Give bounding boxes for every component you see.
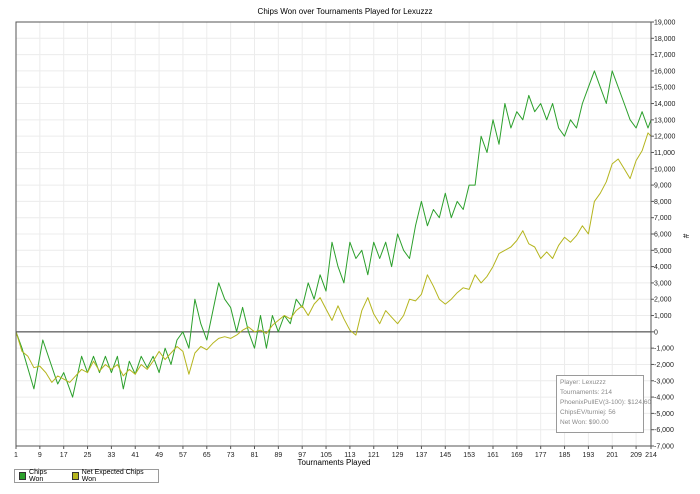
x-axis-ticks: 1 9 17 25 33 41 49 57 65 73 81 89 97 105 113 121 129 137 1… [14, 446, 657, 459]
info-net-won: Net Won: $90.00 [560, 419, 609, 426]
y-tick-label: 4,000 [654, 264, 672, 271]
y-tick-label: 16,000 [654, 68, 676, 75]
legend-label-net-expected: Net Expected Chips Won [81, 469, 144, 483]
x-tick-label: 214 [645, 452, 657, 459]
x-tick-label: 169 [511, 452, 523, 459]
x-tick-label: 177 [535, 452, 547, 459]
y-tick-label: -2,000 [654, 362, 674, 369]
y-tick-label: 17,000 [654, 52, 676, 59]
info-chips-ev: ChipsEV/turniej: 56 [560, 409, 616, 416]
legend-item-net-expected: Net Expected Chips Won [71, 469, 148, 483]
y-tick-label: 3,000 [654, 280, 672, 287]
info-phoenix-pull-ev: PhoenixPullEV(3-100): $124.60 [560, 399, 652, 406]
legend-swatch-chips-won [19, 472, 27, 480]
y-tick-label: 12,000 [654, 134, 676, 141]
x-tick-label: 121 [368, 452, 380, 459]
y-tick-label: 1,000 [654, 313, 672, 320]
x-tick-label: 129 [392, 452, 404, 459]
legend-swatch-net-expected [71, 472, 79, 480]
y-tick-label: -3,000 [654, 378, 674, 385]
info-tournaments: Tournaments: 214 [560, 389, 613, 396]
x-tick-label: 57 [179, 452, 187, 459]
series-line-net-expected-chips-won [15, 132, 652, 383]
y-tick-label: 19,000 [654, 20, 676, 27]
y-tick-label: 5,000 [654, 248, 672, 255]
chart-legend: Chips Won Net Expected Chips Won [14, 469, 159, 483]
y-tick-label: -7,000 [654, 444, 674, 451]
x-tick-label: 185 [559, 452, 571, 459]
x-tick-label: 137 [416, 452, 428, 459]
x-tick-label: 145 [439, 452, 451, 459]
y-tick-label: -1,000 [654, 346, 674, 353]
x-tick-label: 1 [14, 452, 18, 459]
x-axis-title: Tournaments Played [298, 458, 371, 467]
grid [15, 21, 652, 447]
x-tick-label: 49 [155, 452, 163, 459]
chart-title: Chips Won over Tournaments Played for Le… [258, 7, 433, 16]
x-tick-label: 65 [203, 452, 211, 459]
y-axis-ticks: -7,000 -6,000 -5,000 -4,000 -3,000 -2,000 -1,0… [651, 20, 676, 451]
y-axis-title: # [681, 234, 690, 239]
y-tick-label: 18,000 [654, 36, 676, 43]
y-tick-label: -5,000 [654, 411, 674, 418]
y-tick-label: 6,000 [654, 232, 672, 239]
x-tick-label: 17 [60, 452, 68, 459]
y-tick-label: 10,000 [654, 166, 676, 173]
x-tick-label: 161 [487, 452, 499, 459]
y-tick-label: 14,000 [654, 101, 676, 108]
legend-label-chips-won: Chips Won [29, 469, 47, 483]
series-line-chips-won [15, 70, 652, 398]
y-tick-label: 2,000 [654, 297, 672, 304]
y-tick-label: -4,000 [654, 395, 674, 402]
x-tick-label: 25 [84, 452, 92, 459]
x-tick-label: 97 [298, 452, 306, 459]
series-group [15, 70, 652, 398]
y-tick-label: 13,000 [654, 117, 676, 124]
x-tick-label: 89 [274, 452, 282, 459]
x-tick-label: 193 [583, 452, 595, 459]
x-tick-label: 153 [463, 452, 475, 459]
player-info-box: Player: Lexuzzz Tournaments: 214 Phoenix… [556, 375, 652, 433]
x-tick-label: 33 [108, 452, 116, 459]
info-player: Player: Lexuzzz [560, 379, 606, 386]
y-tick-label: 7,000 [654, 215, 672, 222]
y-tick-label: -6,000 [654, 427, 674, 434]
x-tick-label: 41 [131, 452, 139, 459]
x-tick-label: 9 [38, 452, 42, 459]
y-tick-label: 9,000 [654, 183, 672, 190]
x-tick-label: 201 [606, 452, 618, 459]
y-tick-label: 15,000 [654, 85, 676, 92]
x-tick-label: 81 [251, 452, 259, 459]
x-tick-label: 113 [344, 452, 355, 459]
y-tick-label: 0 [654, 329, 658, 336]
y-tick-label: 8,000 [654, 199, 672, 206]
x-tick-label: 209 [630, 452, 642, 459]
y-tick-label: 11,000 [654, 150, 675, 157]
legend-item-chips-won: Chips Won [19, 469, 58, 483]
x-tick-label: 73 [227, 452, 235, 459]
x-tick-label: 105 [320, 452, 332, 459]
